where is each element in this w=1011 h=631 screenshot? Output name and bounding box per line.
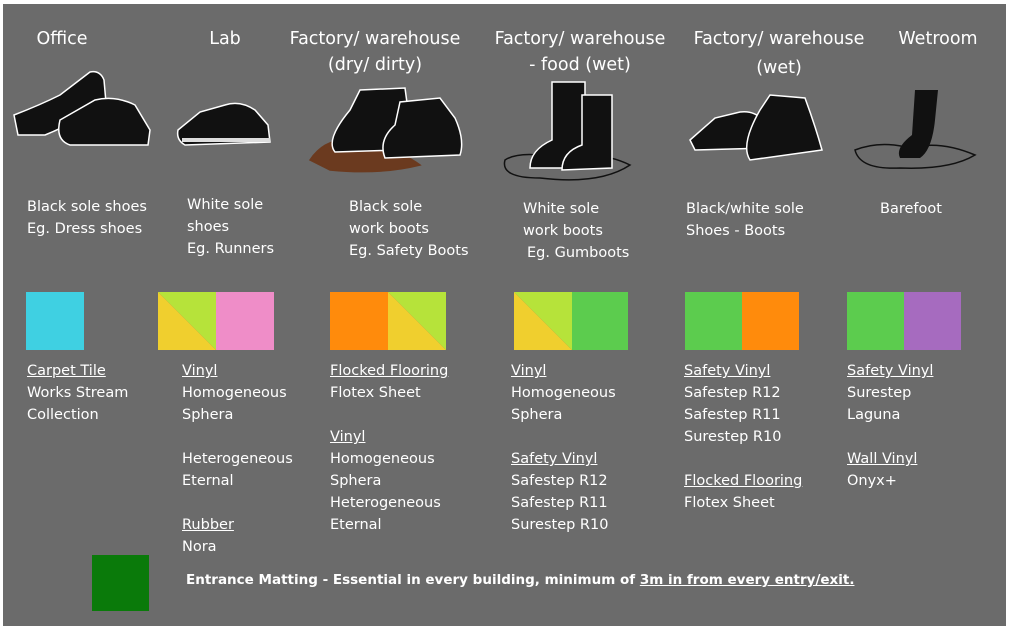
illustrations — [0, 0, 1011, 631]
column-title: (dry/ dirty) — [265, 52, 485, 78]
material-item: Works Stream — [27, 382, 128, 404]
material-heading: Vinyl — [330, 426, 365, 448]
material-heading: Flocked Flooring — [330, 360, 448, 382]
material-item: Flotex Sheet — [684, 492, 775, 514]
material-item: Surestep R10 — [511, 514, 608, 536]
material-item: Laguna — [847, 404, 900, 426]
material-item: Homogeneous — [330, 448, 435, 470]
column-title: (wet) — [669, 55, 889, 81]
material-item: Heterogeneous — [330, 492, 441, 514]
swatch — [330, 292, 388, 350]
material-item: Eternal — [182, 470, 234, 492]
material-heading: Safety Vinyl — [847, 360, 933, 382]
shoe-description: White sole — [523, 198, 599, 220]
material-item: Nora — [182, 536, 217, 558]
swatch — [26, 292, 84, 350]
material-heading: Vinyl — [182, 360, 217, 382]
footer-text: Entrance Matting - Essential in every bu… — [186, 572, 635, 588]
swatch — [904, 292, 961, 350]
footer-note: Entrance Matting - Essential in every bu… — [186, 572, 854, 588]
material-item: Homogeneous — [182, 382, 287, 404]
page: Entrance Matting - Essential in every bu… — [0, 0, 1011, 631]
shoe-description: White sole — [187, 194, 263, 216]
material-item: Safestep R11 — [511, 492, 608, 514]
swatch — [847, 292, 904, 350]
material-heading: Wall Vinyl — [847, 448, 917, 470]
material-item: Homogeneous — [511, 382, 616, 404]
shoe-description: Eg. Runners — [187, 238, 274, 260]
material-item: Sphera — [330, 470, 381, 492]
swatch — [742, 292, 799, 350]
material-item: Safestep R11 — [684, 404, 781, 426]
column-title: Wetroom — [828, 26, 1011, 52]
material-heading: Vinyl — [511, 360, 546, 382]
shoe-description: Eg. Safety Boots — [349, 240, 469, 262]
column-title: Factory/ warehouse — [470, 26, 690, 52]
shoe-description: Eg. Dress shoes — [27, 218, 142, 240]
shoe-description: Black sole shoes — [27, 196, 147, 218]
swatch — [685, 292, 742, 350]
material-item: Heterogeneous — [182, 448, 293, 470]
material-heading: Rubber — [182, 514, 234, 536]
footer-emphasis: 3m in from every entry/exit. — [640, 572, 855, 588]
material-item: Safestep R12 — [511, 470, 608, 492]
column-title: - food (wet) — [470, 52, 690, 78]
color-swatches — [26, 292, 961, 611]
shoe-description: work boots — [349, 218, 429, 240]
material-item: Flotex Sheet — [330, 382, 421, 404]
material-heading: Safety Vinyl — [511, 448, 597, 470]
material-item: Sphera — [182, 404, 233, 426]
material-heading: Safety Vinyl — [684, 360, 770, 382]
material-heading: Flocked Flooring — [684, 470, 802, 492]
shoe-icons — [14, 72, 975, 180]
material-item: Collection — [27, 404, 99, 426]
material-item: Onyx+ — [847, 470, 897, 492]
column-title: Factory/ warehouse — [265, 26, 485, 52]
shoe-description: shoes — [187, 216, 229, 238]
swatch — [572, 292, 628, 350]
swatch — [216, 292, 274, 350]
material-item: Sphera — [511, 404, 562, 426]
material-item: Surestep — [847, 382, 911, 404]
shoe-description: Black/white sole — [686, 198, 804, 220]
material-heading: Carpet Tile — [27, 360, 106, 382]
shoe-description: Black sole — [349, 196, 422, 218]
shoe-description: Barefoot — [880, 198, 942, 220]
material-item: Surestep R10 — [684, 426, 781, 448]
material-item: Safestep R12 — [684, 382, 781, 404]
shoe-description: Eg. Gumboots — [527, 242, 629, 264]
swatch — [92, 555, 149, 611]
material-item: Eternal — [330, 514, 382, 536]
shoe-description: work boots — [523, 220, 603, 242]
shoe-description: Shoes - Boots — [686, 220, 785, 242]
